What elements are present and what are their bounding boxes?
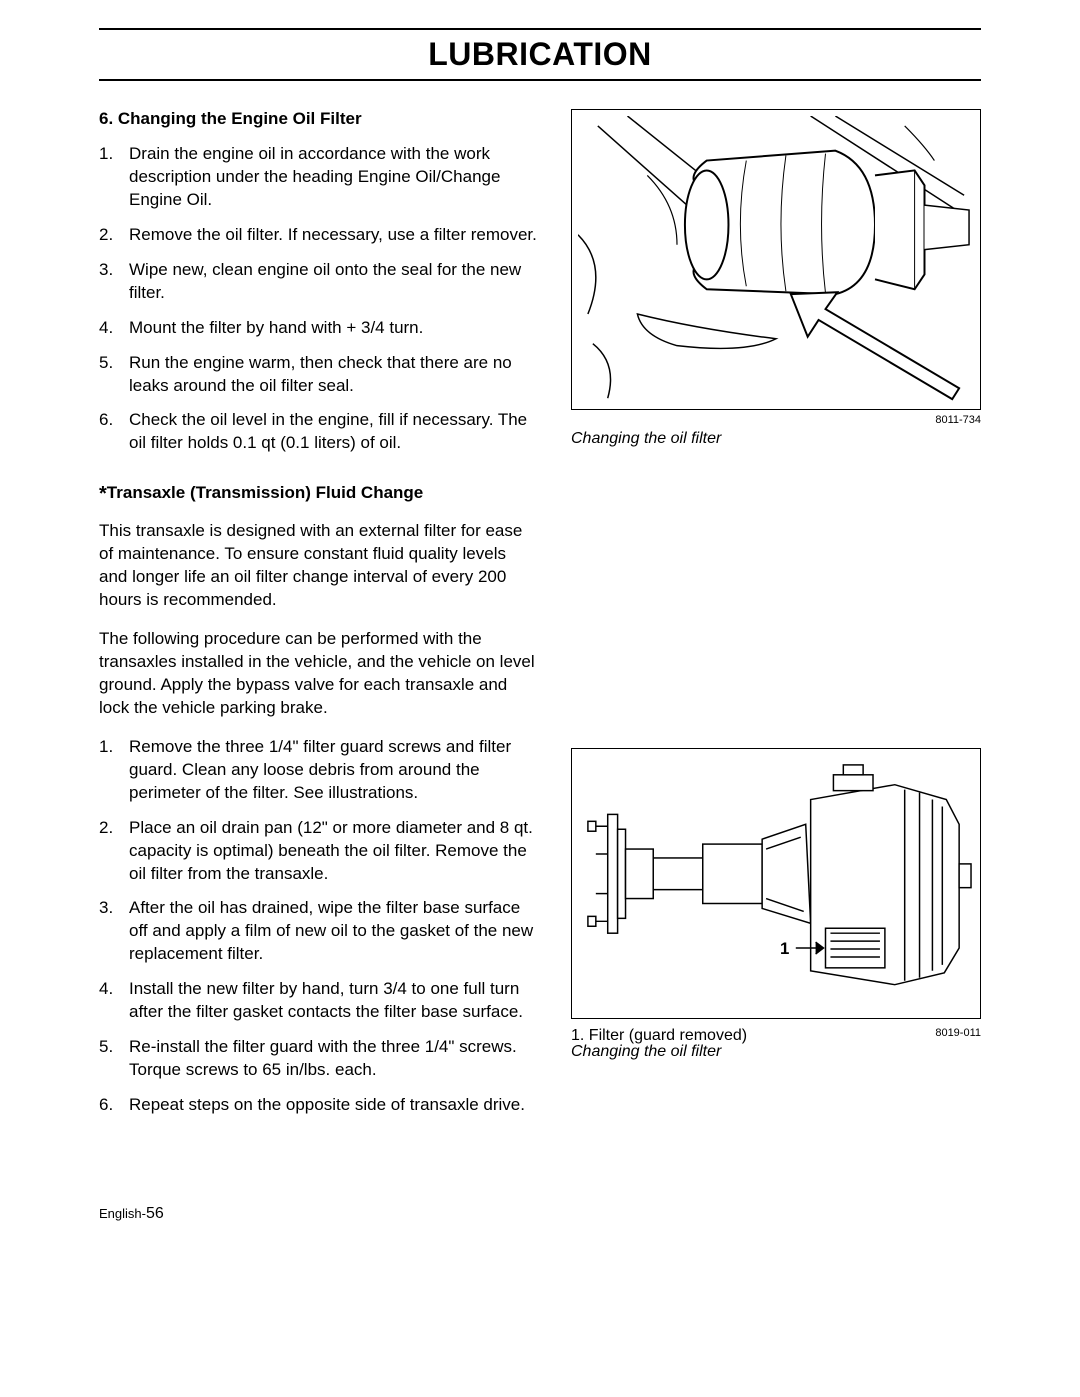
transaxle-para-2: The following procedure can be performed… [99, 628, 539, 720]
section-heading-oil-filter: 6. Changing the Engine Oil Filter [99, 109, 539, 129]
list-item: 1.Remove the three 1/4" filter guard scr… [99, 736, 539, 805]
figure-transaxle-image: 1 [571, 748, 981, 1019]
list-item: 2.Place an oil drain pan (12" or more di… [99, 817, 539, 886]
page-title: LUBRICATION [99, 34, 981, 75]
oil-filter-illustration-icon [578, 116, 974, 403]
oil-filter-steps: 1.Drain the engine oil in accordance wit… [99, 143, 539, 455]
transaxle-illustration-icon: 1 [578, 755, 974, 1012]
list-item: 3.Wipe new, clean engine oil onto the se… [99, 259, 539, 305]
list-item: 5.Re-install the filter guard with the t… [99, 1036, 539, 1082]
figure-oil-filter: 8011-734 Changing the oil filter [571, 109, 981, 448]
transaxle-para-1: This transaxle is designed with an exter… [99, 520, 539, 612]
list-item: 6.Check the oil level in the engine, fil… [99, 409, 539, 455]
asterisk-icon: * [99, 483, 107, 505]
list-item: 5.Run the engine warm, then check that t… [99, 352, 539, 398]
section-heading-transaxle: *Transaxle (Transmission) Fluid Change [99, 483, 539, 506]
list-item: 3.After the oil has drained, wipe the fi… [99, 897, 539, 966]
figure-transaxle: 1 1. Filter (guard removed) 8019-011 Cha… [571, 748, 981, 1061]
callout-label-1: 1 [780, 939, 789, 958]
transaxle-steps: 1.Remove the three 1/4" filter guard scr… [99, 736, 539, 1117]
content-columns: 6. Changing the Engine Oil Filter 1.Drai… [99, 109, 981, 1145]
list-item: 1.Drain the engine oil in accordance wit… [99, 143, 539, 212]
footer-page-number: 56 [146, 1205, 164, 1222]
figure-ref-1: 8011-734 [571, 414, 981, 426]
footer-lang: English- [99, 1206, 146, 1221]
page-footer: English-56 [99, 1205, 981, 1223]
figure-caption-1: Changing the oil filter [571, 430, 981, 448]
list-item: 6.Repeat steps on the opposite side of t… [99, 1094, 539, 1117]
left-column: 6. Changing the Engine Oil Filter 1.Drai… [99, 109, 539, 1145]
right-column: 8011-734 Changing the oil filter [571, 109, 981, 1145]
figure-oil-filter-image [571, 109, 981, 410]
list-item: 2.Remove the oil filter. If necessary, u… [99, 224, 539, 247]
list-item: 4.Mount the filter by hand with + 3/4 tu… [99, 317, 539, 340]
figure-caption-2: Changing the oil filter [571, 1043, 981, 1061]
list-item: 4.Install the new filter by hand, turn 3… [99, 978, 539, 1024]
